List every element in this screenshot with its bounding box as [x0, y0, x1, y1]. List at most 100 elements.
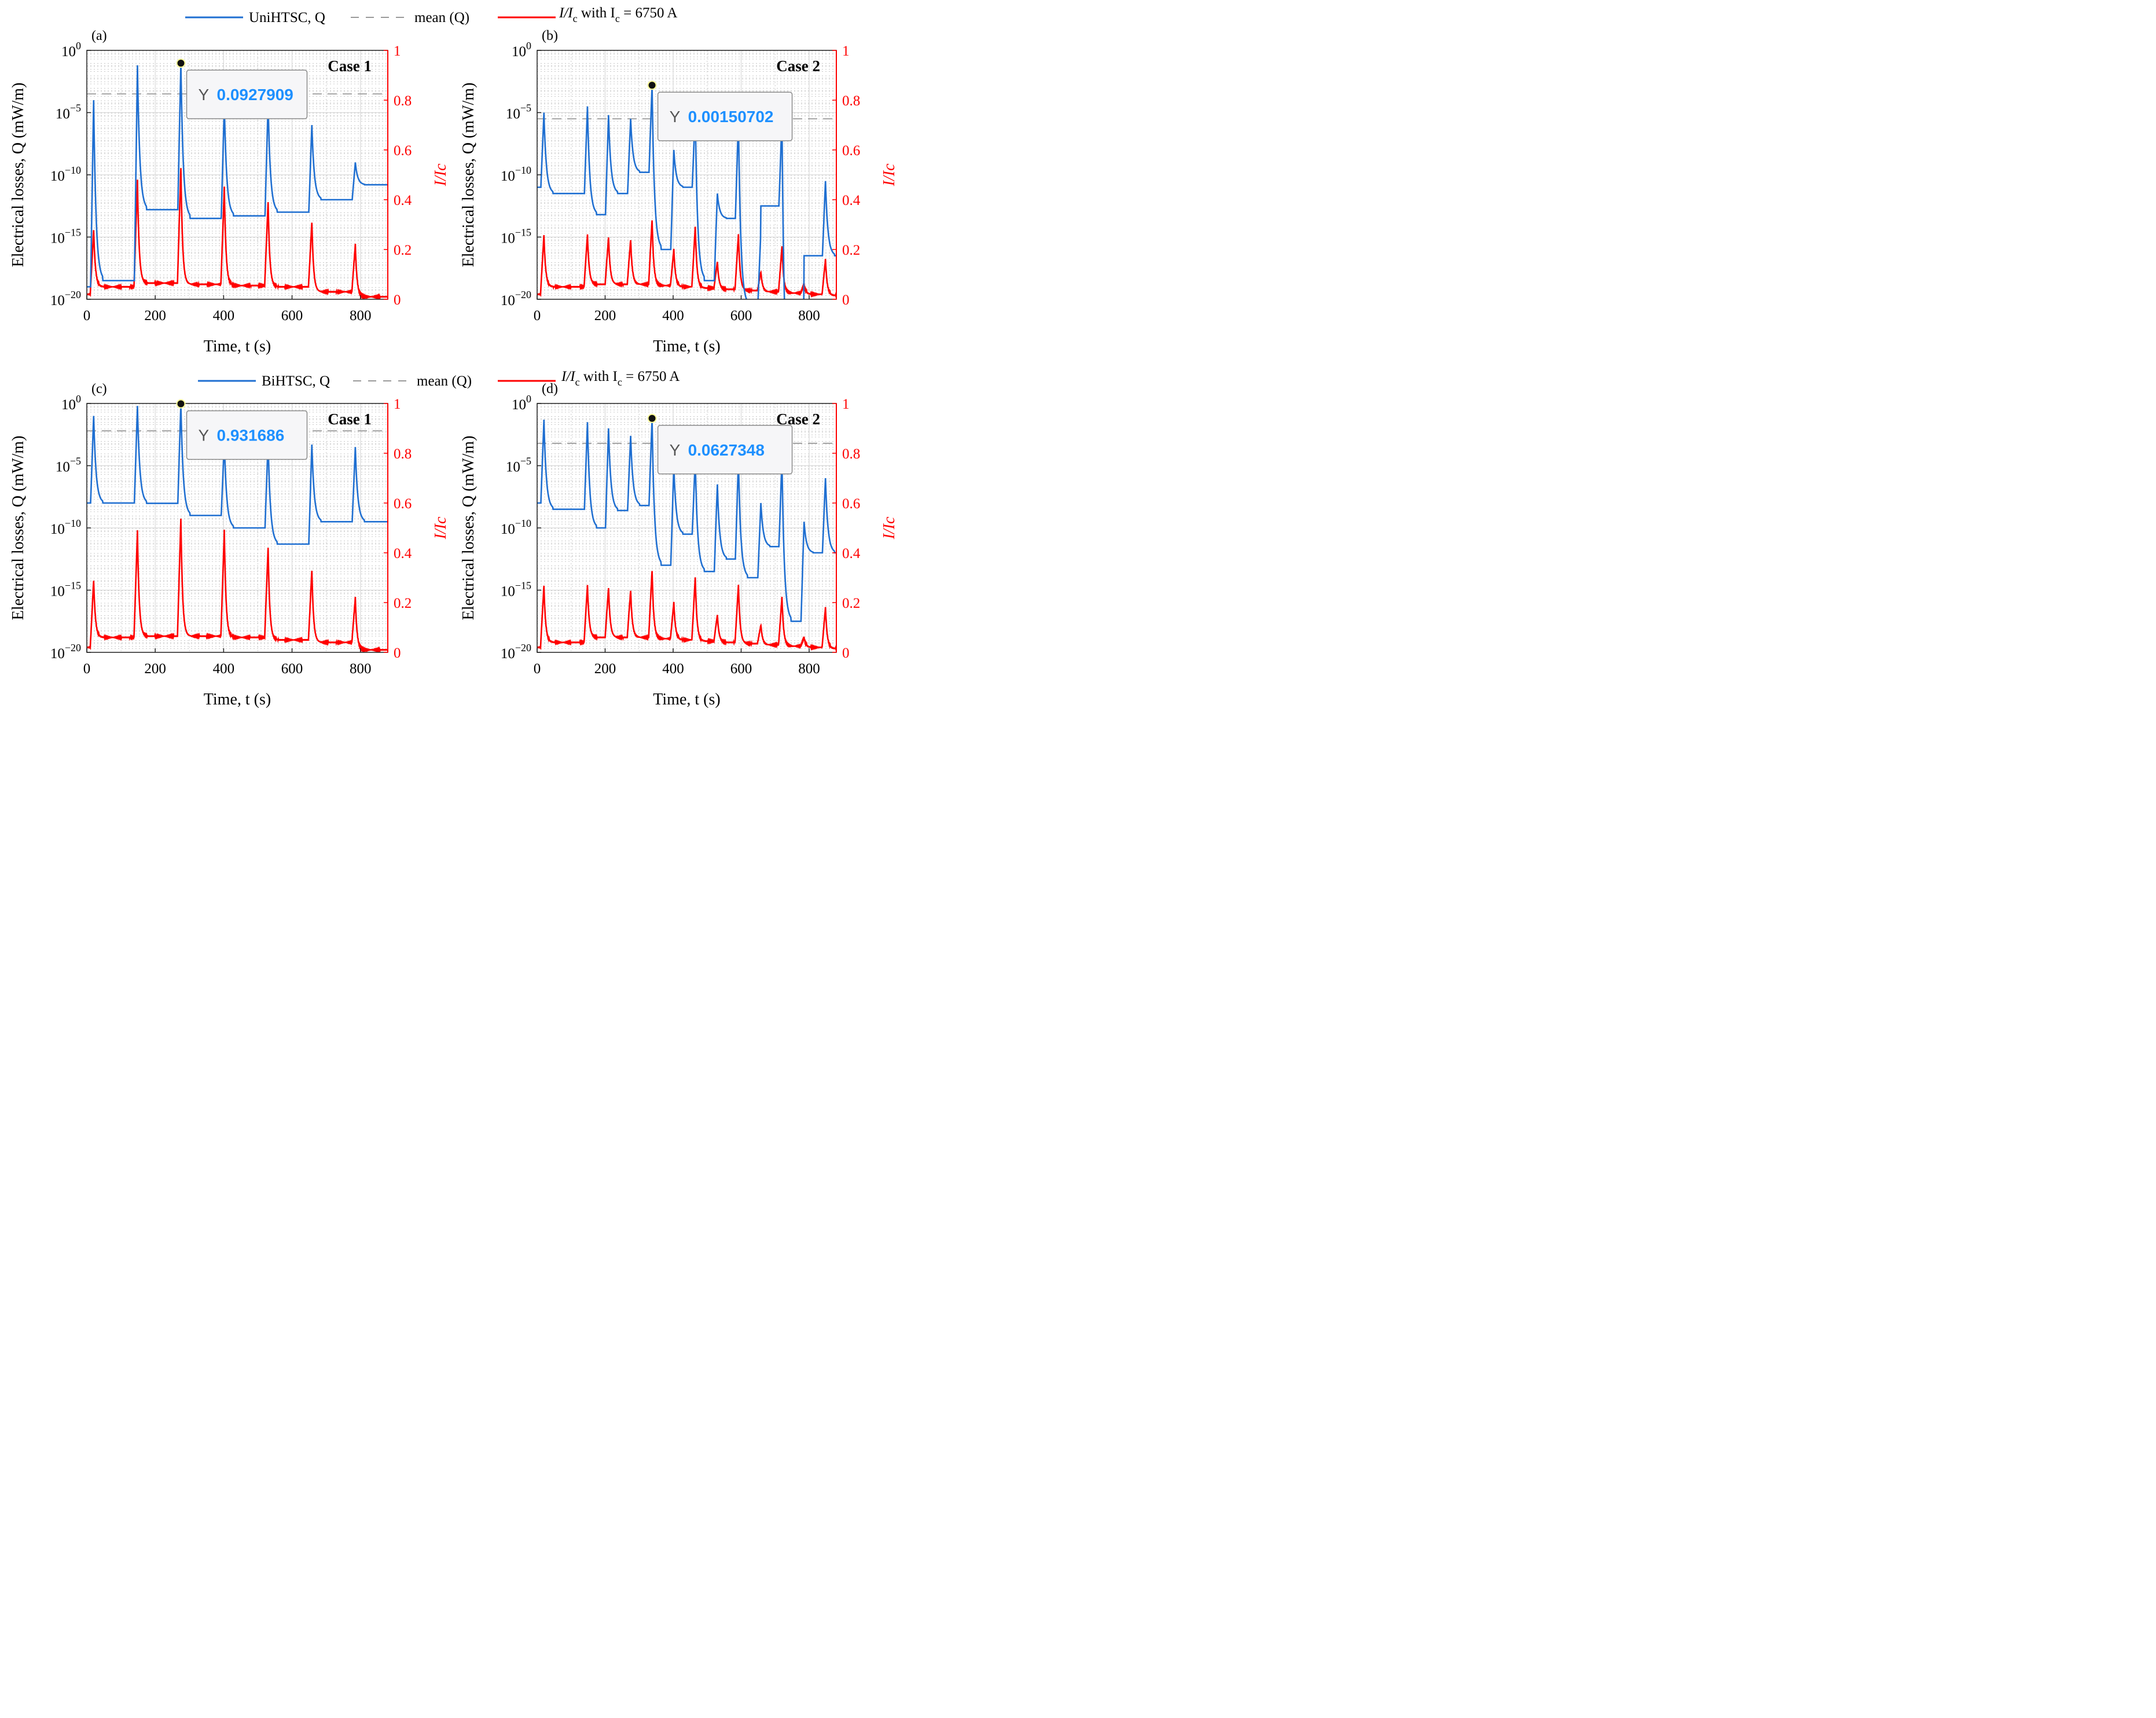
- y2-tick-label: 0.2: [842, 596, 860, 611]
- y2-tick-label: 0: [394, 292, 401, 308]
- x-tick-label: 200: [594, 661, 616, 677]
- y2-axis-label: I/Ic: [432, 516, 450, 539]
- legend-ratio-suffix: with I: [580, 369, 618, 384]
- datatip-box: [186, 410, 308, 460]
- losses-series-line: [537, 85, 836, 299]
- x-tick-label: 800: [350, 661, 372, 677]
- y2-tick-label: 0: [842, 645, 850, 661]
- y-tick-exponent: 0: [526, 393, 531, 405]
- legend-bottom: BiHTSC, Q mean (Q) I/Ic with Ic = 6750 A: [198, 369, 680, 389]
- y2-tick-label: 0.4: [394, 546, 412, 561]
- case-label: Case 2: [776, 410, 820, 428]
- y2-tick-label: 0.2: [394, 243, 412, 258]
- x-tick-label: 400: [213, 308, 235, 324]
- y-tick-label: 10−15: [50, 227, 81, 247]
- datatip: Y 0.0627348: [657, 425, 793, 475]
- x-tick-label: 600: [730, 308, 752, 324]
- y2-tick-label: 0.6: [842, 496, 860, 512]
- panel-label: (c): [91, 381, 107, 397]
- y-tick-base: 10: [61, 397, 76, 413]
- y-tick-base: 10: [501, 293, 515, 309]
- x-tick-label: 200: [144, 308, 166, 324]
- y-tick-exponent: −5: [520, 456, 531, 467]
- y2-axis-label: I/Ic: [432, 163, 450, 186]
- y-tick-base: 10: [506, 107, 520, 122]
- y-tick-base: 10: [50, 168, 65, 184]
- y-tick-label: 10−5: [56, 456, 81, 475]
- y-tick-label: 10−5: [56, 102, 81, 122]
- y2-tick-label: 0.6: [842, 143, 860, 159]
- datatip: Y 0.931686: [186, 410, 308, 460]
- datatip: Y 0.0927909: [186, 69, 308, 119]
- losses-series-line: [87, 403, 388, 545]
- case-label: Case 1: [328, 57, 372, 75]
- datatip-value: 0.0627348: [688, 441, 765, 459]
- datatip-marker: [176, 58, 186, 68]
- chart-panel-2: 0 200 400 600 80010010−510−1010−1510−2010.80…: [9, 381, 450, 709]
- legend-ratio-i: I/I: [561, 369, 576, 384]
- y2-tick-label: 1: [842, 397, 850, 412]
- legend-mean-label: mean (Q): [414, 10, 469, 25]
- y-tick-base: 10: [50, 646, 65, 662]
- ratio-series-line: [87, 168, 388, 299]
- y2-tick-label: 0.8: [394, 446, 412, 462]
- y2-tick-label: 1: [394, 397, 401, 412]
- y-tick-base: 10: [506, 460, 520, 475]
- y2-tick-label: 1: [394, 43, 401, 59]
- datatip-marker: [176, 399, 186, 409]
- y2-tick-label: 0.8: [394, 93, 412, 109]
- legend-series-label: BiHTSC, Q: [262, 373, 330, 389]
- y2-tick-label: 0.4: [394, 193, 412, 208]
- datatip-value: 0.0927909: [217, 86, 293, 104]
- y2-tick-label: 1: [842, 43, 850, 59]
- y-tick-label: 10−20: [50, 642, 81, 662]
- legend-ratio-sub: c: [575, 376, 580, 388]
- chart-panel-1: 0 200 400 600 80010010−510−1010−1510−2010.80…: [460, 28, 898, 355]
- ratio-series-line: [87, 518, 388, 652]
- y-tick-label: 10−15: [501, 580, 531, 600]
- y-tick-label: 10−20: [501, 289, 531, 309]
- datatip-marker: [647, 80, 657, 90]
- y-tick-exponent: −20: [515, 289, 531, 300]
- legend-ratio-suffix-sub: c: [615, 13, 620, 24]
- y-tick-exponent: −10: [65, 164, 81, 176]
- y-axis-label: Electrical losses, Q (mW/m): [9, 436, 27, 621]
- panel-label: (b): [542, 28, 558, 43]
- y-tick-label: 10−10: [50, 517, 81, 537]
- y-tick-label: 100: [512, 40, 531, 60]
- y-tick-base: 10: [501, 168, 515, 184]
- legend-series-label: UniHTSC, Q: [249, 10, 325, 25]
- y-axis-label: Electrical losses, Q (mW/m): [9, 83, 27, 267]
- datatip-box: [657, 91, 793, 141]
- y2-tick-label: 0.8: [842, 93, 860, 109]
- legend-ratio-i: I/I: [559, 5, 574, 21]
- y-tick-exponent: 0: [76, 40, 81, 52]
- y-tick-label: 10−5: [506, 456, 531, 475]
- y2-axis-label: I/Ic: [880, 163, 898, 186]
- x-tick-label: 200: [594, 308, 616, 324]
- y-tick-base: 10: [61, 44, 76, 60]
- datatip-label: Y: [199, 427, 210, 445]
- y-tick-exponent: −20: [65, 289, 81, 300]
- y-tick-exponent: −5: [70, 456, 81, 467]
- y-tick-exponent: −10: [65, 517, 81, 529]
- legend-ratio-sub: c: [573, 13, 578, 24]
- y-tick-label: 100: [61, 393, 81, 413]
- x-tick-label: 600: [730, 661, 752, 677]
- chart-panels: 0 200 400 600 80010010−510−1010−1510−2010.80…: [9, 28, 898, 709]
- x-tick-label: 600: [281, 308, 303, 324]
- chart-panel-0: 0 200 400 600 80010010−510−1010−1510−2010.80…: [9, 28, 450, 355]
- y-axis-label: Electrical losses, Q (mW/m): [460, 436, 478, 621]
- y-tick-base: 10: [50, 231, 65, 247]
- y-tick-exponent: −10: [515, 517, 531, 529]
- y-tick-base: 10: [56, 107, 70, 122]
- ratio-series-line: [537, 220, 836, 299]
- datatip-box: [657, 425, 793, 475]
- y-tick-base: 10: [501, 231, 515, 247]
- x-axis-label: Time, t (s): [204, 691, 271, 709]
- x-tick-label: 0: [83, 308, 91, 324]
- y-tick-label: 10−15: [501, 227, 531, 247]
- y2-tick-label: 0.2: [394, 596, 412, 611]
- y-tick-base: 10: [50, 584, 65, 600]
- y-tick-exponent: −5: [520, 102, 531, 114]
